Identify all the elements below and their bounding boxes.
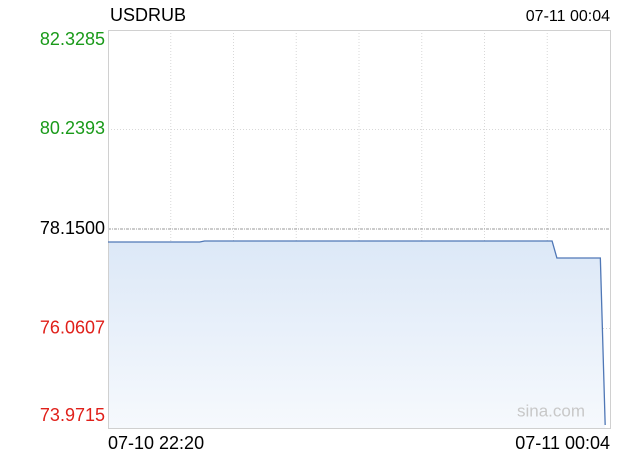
timestamp: 07-11 00:04: [526, 8, 610, 25]
y-tick-label: 78.1500: [40, 218, 105, 238]
y-tick-label: 76.0607: [40, 317, 105, 337]
chart-title: USDRUB: [110, 5, 186, 25]
y-tick-label: 82.3285: [40, 29, 105, 49]
plot-frame: [108, 30, 611, 429]
x-tick-label: 07-10 22:20: [108, 433, 204, 453]
y-tick-label: 73.9715: [40, 405, 105, 425]
watermark: sina.com: [517, 401, 585, 420]
line: [108, 240, 606, 426]
y-tick-label: 80.2393: [40, 118, 105, 138]
area: [108, 241, 606, 428]
x-tick-label: 07-11 00:04: [515, 433, 610, 453]
